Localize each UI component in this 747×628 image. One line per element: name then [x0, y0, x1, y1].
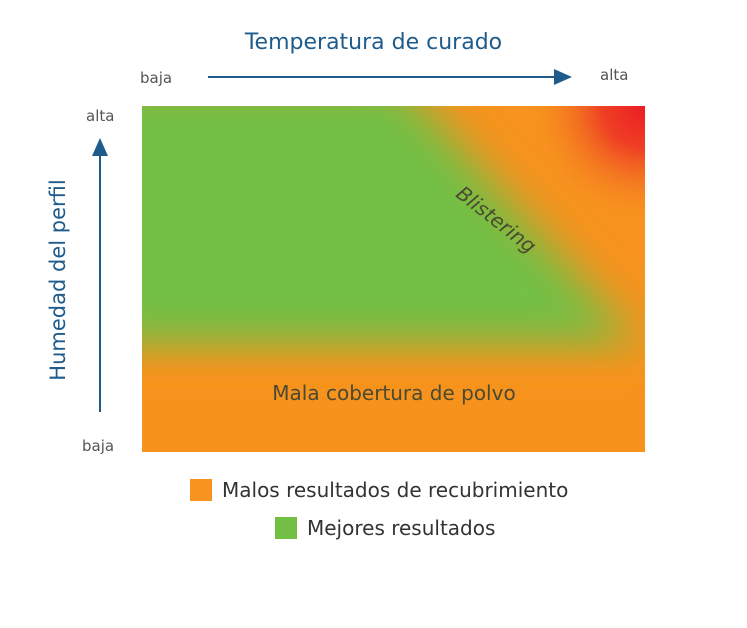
plot-area: [142, 106, 645, 452]
poor-coverage-label: Mala cobertura de polvo: [272, 381, 515, 405]
legend-label-bad: Malos resultados de recubrimiento: [222, 478, 569, 502]
legend-item-best: Mejores resultados: [275, 516, 568, 540]
legend-item-bad: Malos resultados de recubrimiento: [190, 478, 568, 502]
legend-swatch-orange: [190, 479, 212, 501]
legend-label-best: Mejores resultados: [307, 516, 496, 540]
legend-swatch-green: [275, 517, 297, 539]
x-axis-low-label: baja: [140, 69, 173, 87]
red-corner-glow: [142, 106, 645, 452]
x-axis-high-label: alta: [600, 66, 629, 84]
y-axis-low-label: baja: [82, 437, 115, 455]
y-axis-high-label: alta: [86, 107, 115, 125]
legend: Malos resultados de recubrimiento Mejore…: [190, 478, 568, 554]
x-axis-title: Temperatura de curado: [244, 30, 503, 55]
